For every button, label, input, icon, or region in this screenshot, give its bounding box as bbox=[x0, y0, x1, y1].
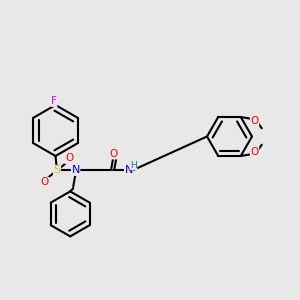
Text: O: O bbox=[65, 153, 73, 164]
Text: N: N bbox=[124, 164, 133, 175]
Text: N: N bbox=[71, 165, 80, 176]
Text: O: O bbox=[250, 116, 259, 126]
Text: H: H bbox=[130, 160, 137, 169]
Text: O: O bbox=[41, 177, 49, 188]
Text: O: O bbox=[110, 149, 118, 159]
Text: F: F bbox=[51, 96, 57, 106]
Text: S: S bbox=[53, 165, 61, 176]
Text: O: O bbox=[250, 147, 259, 157]
